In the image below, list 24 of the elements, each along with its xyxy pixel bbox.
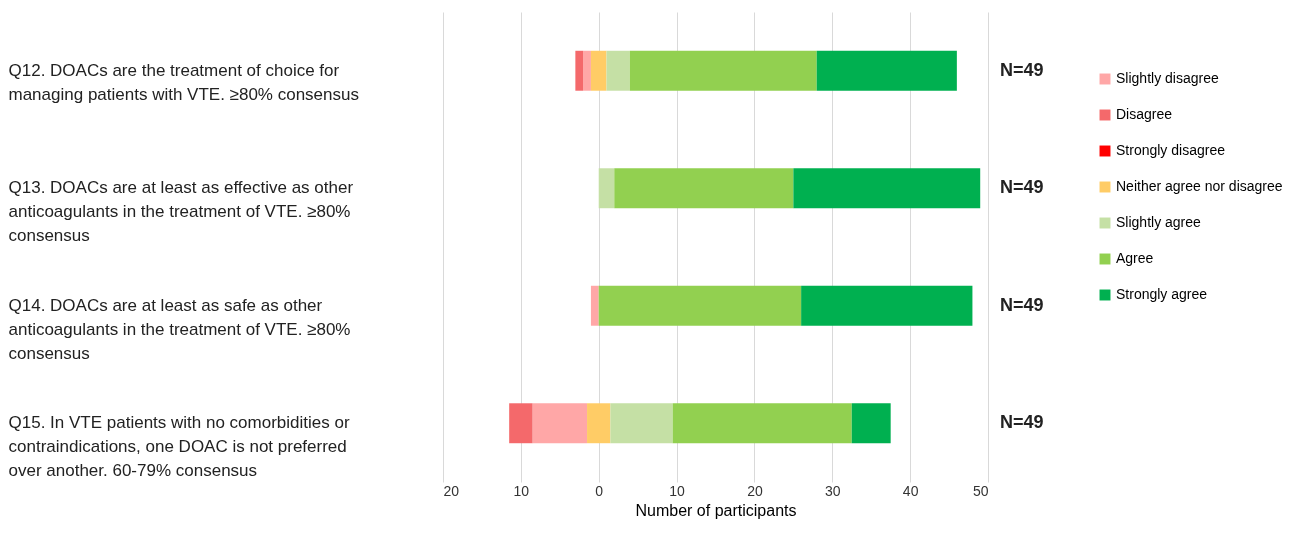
- x-tick-label: 0: [595, 482, 604, 499]
- legend-label: Strongly disagree: [1116, 142, 1226, 158]
- legend-label: Agree: [1116, 250, 1154, 266]
- x-tick-label: 30: [825, 482, 841, 499]
- x-axis-title: Number of participants: [635, 501, 797, 519]
- text: N=49: [1000, 177, 1044, 198]
- x-tick-label: 10: [669, 482, 686, 499]
- legend-label: Slightly agree: [1116, 214, 1202, 230]
- legend-label: Disagree: [1116, 106, 1173, 122]
- y-tick-label: Q13. DOACs are at least as effective as other anticoagulants in the treatment of VTE. ≥80% consensus: [8, 178, 354, 246]
- text: N=49: [1000, 294, 1044, 315]
- legend-label: Slightly disagree: [1116, 70, 1219, 86]
- x-tick-label: 20: [443, 482, 460, 499]
- y-tick-label: Q15. In VTE patients with no comorbidities or contraindications, one DOAC is not preferred over another. 60-79% consensus: [8, 413, 350, 481]
- legend-label: Neither agree nor disagree: [1116, 178, 1283, 194]
- y-tick-label: Q14. DOACs are at least as safe as other anticoagulants in the treatment of VTE. ≥80% consensus: [8, 295, 351, 363]
- x-tick-label: 20: [747, 482, 763, 499]
- x-tick-label: 50: [972, 482, 989, 499]
- y-tick-label: Q12. DOACs are the treatment of choice for managing patients with VTE. ≥80% consensus: [8, 60, 359, 104]
- text: N=49: [1000, 59, 1044, 80]
- x-tick-label: 10: [513, 482, 530, 499]
- legend-label: Strongly agree: [1116, 286, 1208, 302]
- text: N=49: [1000, 412, 1044, 433]
- x-tick-label: 40: [902, 482, 919, 499]
